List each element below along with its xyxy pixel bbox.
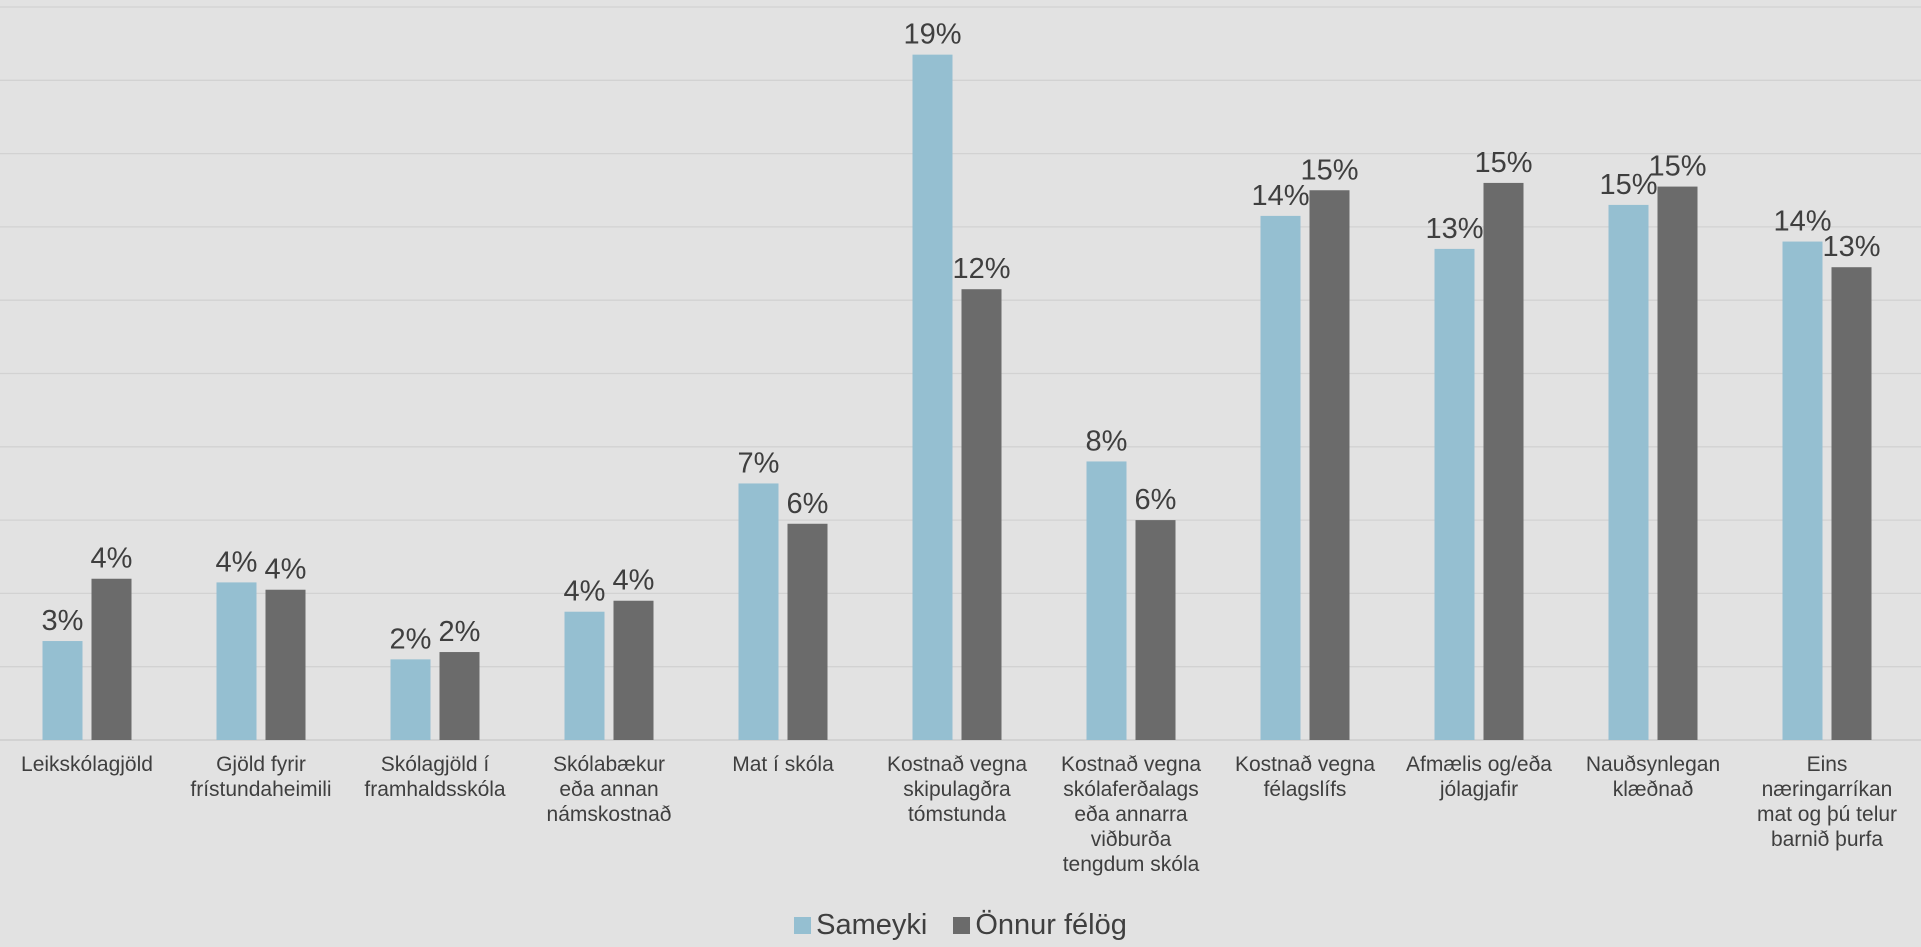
category-label: Kostnað vegna skólaferðalags eða annarra… [1060, 753, 1202, 876]
data-label: 13% [1425, 213, 1483, 245]
data-label: 4% [216, 546, 258, 578]
bar-onnur-felog [1135, 520, 1176, 740]
category-label: Mat í skóla [732, 753, 834, 776]
data-label: 12% [952, 253, 1010, 285]
bar-sameyki [1608, 204, 1649, 740]
data-label: 4% [613, 565, 655, 597]
bar-sameyki [1260, 215, 1301, 740]
category-label: Nauðsynlegan klæðnað [1585, 753, 1721, 801]
data-label: 13% [1822, 231, 1880, 263]
data-label: 7% [738, 447, 780, 479]
bar-sameyki [390, 659, 431, 740]
bar-onnur-felog [1309, 190, 1350, 740]
data-label: 15% [1599, 169, 1657, 201]
bar-sameyki [42, 641, 83, 740]
bar-sameyki [1086, 461, 1127, 740]
data-label: 4% [91, 543, 133, 575]
data-label: 2% [439, 616, 481, 648]
data-label: 6% [1135, 484, 1177, 516]
bar-sameyki [564, 611, 605, 740]
legend-swatch-sameyki [794, 917, 812, 934]
bar-onnur-felog [613, 600, 654, 740]
data-label: 8% [1086, 425, 1128, 457]
data-label: 4% [265, 554, 307, 586]
category-label: Kostnað vegna skipulagðra tómstunda [886, 753, 1028, 826]
legend-item-onnur-felog: Önnur félög [953, 909, 1127, 942]
legend-swatch-onnur-felog [953, 917, 971, 934]
bar-onnur-felog [265, 589, 306, 740]
bar-sameyki [216, 582, 257, 740]
data-label: 15% [1300, 154, 1358, 186]
legend-label-onnur-felog: Önnur félög [975, 909, 1127, 941]
bar-onnur-felog [1657, 186, 1698, 740]
bar-sameyki [912, 54, 953, 740]
bar-sameyki [1782, 241, 1823, 740]
category-label: Leikskólagjöld [21, 753, 153, 776]
data-label: 2% [390, 623, 432, 655]
bar-onnur-felog [91, 578, 132, 740]
bar-sameyki [1434, 248, 1475, 740]
data-label: 3% [42, 605, 84, 637]
category-label: Skólabækur eða annan námskostnað [546, 753, 672, 826]
bar-onnur-felog [961, 289, 1002, 740]
category-label: Eins næringarríkan mat og þú telur barni… [1756, 753, 1898, 851]
bar-onnur-felog [439, 652, 480, 740]
plot-area: 3%4% 4% 4%2% 2%4% 4%7%6%19%12%8%6%14%15%13%1… [0, 6, 1921, 741]
category-label: Skólagjöld í framhaldsskóla [364, 753, 506, 801]
data-label: 14% [1251, 180, 1309, 212]
data-label: 15% [1474, 147, 1532, 179]
data-label: 14% [1773, 206, 1831, 238]
legend-label-sameyki: Sameyki [816, 909, 928, 941]
legend: Sameyki Önnur félög [0, 909, 1921, 942]
data-label: 4% [564, 576, 606, 608]
legend-item-sameyki: Sameyki [794, 909, 927, 942]
category-label: Kostnað vegna félagslífs [1234, 753, 1376, 801]
bar-sameyki [738, 483, 779, 740]
category-label: Gjöld fyrir frístundaheimili [190, 753, 332, 801]
data-label: 19% [903, 19, 961, 51]
category-label: Afmælis og/eða jólagjafir [1406, 753, 1552, 801]
data-label: 6% [787, 488, 829, 520]
bar-onnur-felog [787, 523, 828, 740]
bar-onnur-felog [1831, 267, 1872, 740]
bar-onnur-felog [1483, 182, 1524, 741]
data-label: 15% [1648, 151, 1706, 183]
